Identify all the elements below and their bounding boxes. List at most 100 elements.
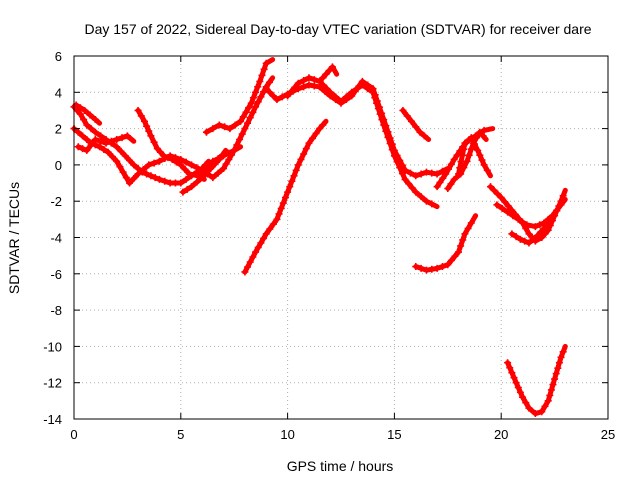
data-point [497,194,505,202]
data-point [108,153,116,161]
data-point [544,226,552,234]
data-point [230,146,238,154]
data-point [265,78,273,86]
data-point [256,77,264,85]
data-point [273,96,281,104]
data-point [386,139,394,147]
data-point [87,125,95,133]
data-point [544,397,552,405]
data-point [444,261,452,269]
data-point [116,163,124,171]
data-point [284,92,292,100]
data-point [185,170,193,178]
data-point [91,116,99,124]
data-point [254,83,262,91]
data-point [305,139,313,147]
data-point [102,139,110,147]
y-tick-label: 2 [55,122,62,137]
data-point [87,141,95,149]
data-point [309,134,317,142]
data-point [260,65,268,73]
data-point [202,166,210,174]
data-point [342,93,350,101]
data-point [143,122,151,130]
data-point [319,81,327,89]
data-point [302,145,310,153]
data-point [137,112,145,120]
data-point [557,201,565,209]
data-point [257,93,265,101]
data-point [266,225,274,233]
y-tick-label: -12 [43,376,62,391]
data-point [239,113,247,121]
data-point [364,85,372,93]
y-tick-label: 4 [55,85,62,100]
data-point [465,151,473,159]
data-point [459,236,467,244]
data-point [450,155,458,163]
y-tick-label: 6 [55,49,62,64]
y-axis-title: SDTVAR / TECUs [6,182,22,294]
data-point [519,218,527,226]
data-point [319,121,327,129]
data-point [187,183,195,191]
data-point [96,143,104,151]
data-point [554,364,562,372]
data-point [260,234,268,242]
data-point [140,117,148,125]
data-point [388,146,396,154]
data-point [214,169,222,177]
data-point [479,132,487,140]
x-tick-label: 15 [387,427,401,442]
data-point [396,164,404,172]
data-point [257,239,265,247]
data-point [113,157,121,165]
data-point [300,77,308,85]
data-point [220,165,228,173]
data-point [297,155,305,163]
data-point [183,185,191,193]
data-point [118,134,126,142]
data-point [504,202,512,210]
data-point [161,177,169,185]
data-point [406,169,414,177]
data-point [258,71,266,79]
data-point [147,132,155,140]
y-tick-label: -4 [50,231,62,246]
data-point [457,242,465,250]
data-point [358,81,366,89]
data-point [305,74,313,82]
data-point [417,193,425,201]
data-point [501,198,509,206]
data-point [236,135,244,143]
data-point [215,121,223,129]
data-point [451,252,459,260]
data-point [290,172,298,180]
data-point [126,156,134,164]
data-point [214,155,222,163]
data-point [555,359,563,367]
data-point [86,111,94,119]
data-point [467,134,475,142]
data-point [322,70,330,78]
data-point [252,88,260,96]
data-point [150,159,158,167]
data-point [428,169,436,177]
data-point [286,183,294,191]
data-point [399,106,407,114]
data-point [516,388,524,396]
data-point [551,375,559,383]
data-point [164,154,172,162]
data-point [139,165,147,173]
data-point [373,99,381,107]
y-tick-label: -2 [50,194,62,209]
data-point [221,123,229,131]
data-point [480,126,488,134]
data-point [241,268,249,276]
data-point [244,263,252,271]
series-arc-11 [263,78,451,179]
data-point [525,239,533,247]
data-point [147,172,155,180]
data-point [408,184,416,192]
data-point [445,165,453,173]
